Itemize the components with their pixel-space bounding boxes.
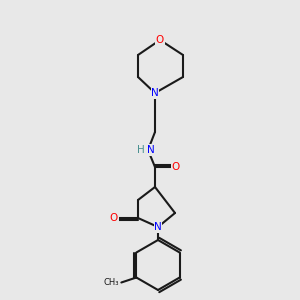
Text: O: O: [110, 213, 118, 223]
Text: N: N: [147, 145, 155, 155]
Text: N: N: [151, 88, 159, 98]
Text: H: H: [137, 145, 145, 155]
Text: O: O: [156, 35, 164, 45]
Text: CH₃: CH₃: [104, 278, 119, 287]
Text: O: O: [172, 162, 180, 172]
Text: N: N: [154, 222, 162, 232]
